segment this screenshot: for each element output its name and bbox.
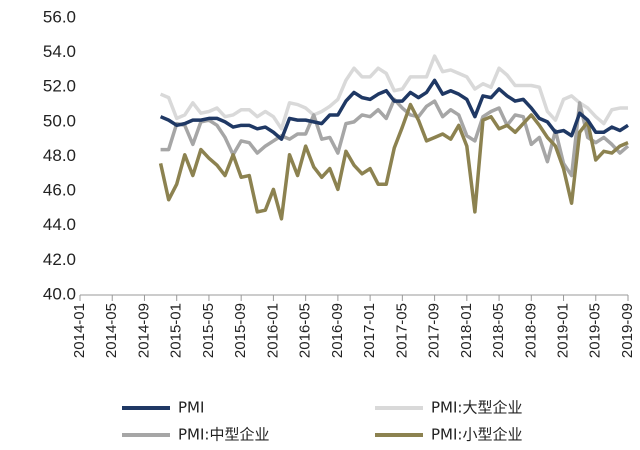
line-series: [159, 78, 629, 141]
x-tick-label: 2015-09: [232, 303, 249, 358]
y-tick-label: 46.0: [43, 181, 76, 200]
line-series: [159, 54, 628, 131]
y-tick-label: 56.0: [43, 7, 76, 26]
legend-label: PMI:大型企业: [431, 399, 522, 417]
x-tick-label: 2015-01: [168, 303, 185, 358]
y-tick-label: 44.0: [43, 215, 76, 234]
y-tick-label: 48.0: [43, 146, 76, 165]
y-tick-label: 40.0: [43, 284, 76, 303]
x-tick-label: 2014-01: [71, 303, 88, 358]
y-tick-label: 52.0: [43, 77, 76, 96]
x-tick-label: 2017-05: [393, 303, 410, 358]
legend-label: PMI: [178, 399, 204, 417]
x-tick-label: 2018-01: [458, 303, 475, 358]
y-tick-label: 50.0: [43, 111, 76, 130]
x-tick-label: 2019-09: [619, 303, 636, 358]
legend-label: PMI:中型企业: [178, 426, 269, 444]
y-tick-label: 54.0: [43, 42, 76, 61]
x-tick-label: 2014-09: [135, 303, 152, 358]
x-tick-label: 2018-05: [490, 303, 507, 358]
y-tick-label: 42.0: [43, 250, 76, 269]
x-tick-label: 2014-05: [103, 303, 120, 358]
x-tick-label: 2015-05: [200, 303, 217, 358]
legend-label: PMI:小型企业: [431, 426, 522, 444]
x-tick-label: 2018-09: [522, 303, 539, 358]
x-tick-label: 2016-01: [264, 303, 281, 358]
x-tick-label: 2019-05: [587, 303, 604, 358]
x-tick-label: 2017-01: [361, 303, 378, 358]
line-series: [158, 102, 629, 221]
x-tick-label: 2016-05: [297, 303, 314, 358]
x-tick-label: 2017-09: [426, 303, 443, 358]
x-tick-label: 2019-01: [554, 303, 571, 358]
x-tick-label: 2016-09: [329, 303, 346, 358]
